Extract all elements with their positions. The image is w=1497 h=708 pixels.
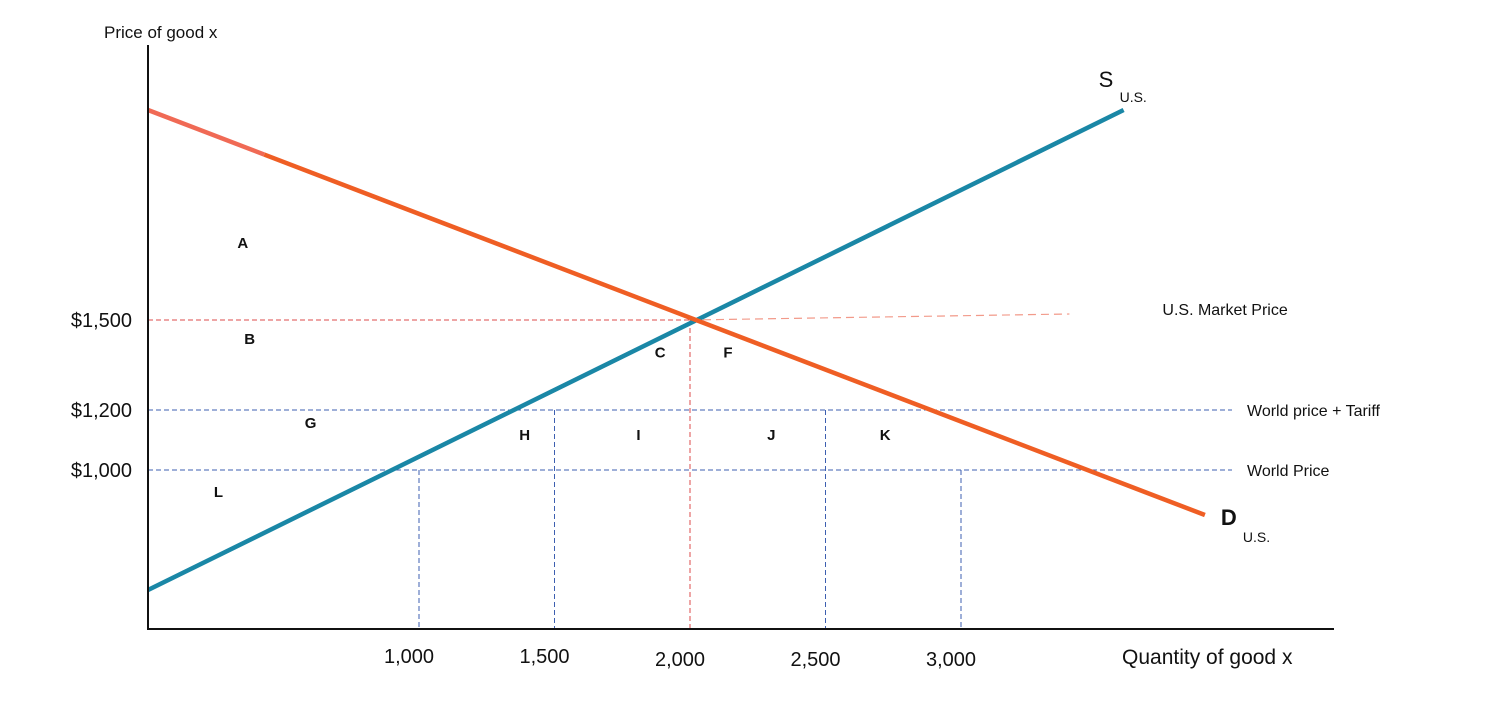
x-tick-label: 3,000 [926,649,976,671]
labels: U.S. Market Price World price + Tariff Wor… [71,67,1381,671]
demand-curve-sublabel: U.S. [1243,529,1270,545]
u-s-market-price-label: U.S. Market Price [1162,302,1287,319]
region-label-f: F [723,345,732,362]
x-tick-label: 2,500 [790,649,840,671]
y-axis-title: Price of good x [104,23,218,42]
y-tick-label: $1,500 [71,310,132,332]
region-label-i: I [636,427,640,444]
region-label-k: K [880,427,891,444]
region-label-b: B [244,331,255,348]
y-tick-label: $1,200 [71,400,132,422]
guide-lines [148,313,1232,629]
region-label-j: J [767,427,775,444]
demand-curve-start [147,107,266,157]
x-tick-label: 1,500 [519,646,569,668]
world-price-label: World Price [1247,463,1329,480]
x-tick-label: 1,000 [384,646,434,668]
u-s-market-price-line-tail [689,313,1070,321]
axes: Price of good x Quantity of good x [104,23,1334,669]
demand-curve-label: D [1221,505,1237,530]
region-label-a: A [237,235,248,252]
region-label-l: L [214,484,223,501]
x-axis-title: Quantity of good x [1122,646,1293,669]
region-label-g: G [305,415,317,432]
demand-curve [263,152,1206,518]
supply-curve [147,107,1125,593]
region-label-h: H [519,427,530,444]
y-tick-label: $1,000 [71,460,132,482]
supply-curve-sublabel: U.S. [1120,89,1147,105]
world-price-tariff-label: World price + Tariff [1247,403,1381,420]
region-label-c: C [655,345,666,362]
curves [147,107,1206,593]
supply-curve-label: S [1099,67,1114,92]
x-tick-label: 2,000 [655,649,705,671]
